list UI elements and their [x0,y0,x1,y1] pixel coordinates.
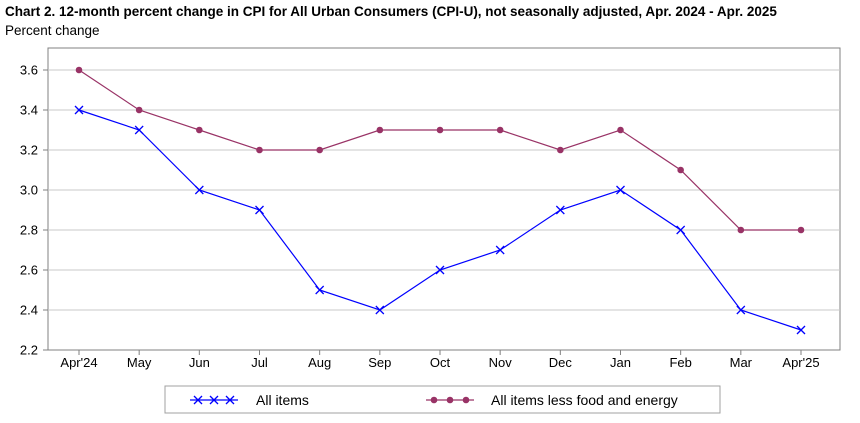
plot-area [47,47,841,351]
core-items-point [797,226,805,234]
legend-core-items-marker [462,396,470,404]
x-tick-label: Sep [368,355,391,370]
all-items-point [495,245,505,255]
y-axis: 2.2 2.4 2.6 2.8 3.0 3.2 3.4 3.6 [20,63,48,358]
x-tick-label: Jan [610,355,631,370]
legend: All items All items less food and energy [164,385,721,414]
core-items-point [737,226,745,234]
series-group [74,66,806,335]
all-items-point [555,205,565,215]
y-tick-label: 2.2 [20,343,38,358]
legend-all-items-label: All items [256,392,309,408]
core-items-point [196,126,203,134]
all-items-point [435,265,445,275]
legend-all-items-marker [209,395,219,405]
x-tick-label: Jun [189,355,210,370]
core-items-point [557,146,564,154]
all-items-point [194,185,204,195]
core-items-point [316,146,323,154]
x-tick-label: Dec [549,355,573,370]
x-tick-label: Oct [430,355,451,370]
y-axis-label: Percent change [5,23,100,38]
y-tick-label: 3.4 [20,103,38,118]
gridlines [48,69,840,311]
core-items-point [677,166,684,174]
x-axis: Apr'24 May Jun Jul Aug Sep Oct Nov Dec Jan Feb Mar A… [60,350,820,370]
chart-title: Chart 2. 12-month percent change in CPI … [5,4,777,19]
y-tick-label: 2.4 [20,303,38,318]
y-tick-label: 2.6 [20,263,38,278]
all-items-point [375,305,385,315]
legend-core-items-label: All items less food and energy [491,392,678,408]
y-tick-label: 2.8 [20,223,38,238]
all-items-point [676,225,686,235]
core-items-point [436,126,444,134]
x-tick-label: Apr'24 [60,355,97,370]
legend-core-items-marker [430,396,438,404]
x-tick-label: Feb [669,355,691,370]
all-items-point [134,125,144,135]
all-items-point [315,285,325,295]
core-items-point [256,146,263,154]
legend-all-items-marker [225,395,235,405]
all-items-point [736,305,746,315]
all-items-point [74,105,84,115]
x-tick-label: Jul [251,355,268,370]
x-tick-label: Nov [489,355,513,370]
core-items-point [75,66,83,74]
y-tick-label: 3.2 [20,143,38,158]
all-items-point [796,325,806,335]
y-tick-label: 3.6 [20,63,38,78]
x-tick-label: May [127,355,152,370]
all-items-point [616,185,625,195]
core-items-point [135,106,143,114]
core-items-point [496,126,504,134]
x-tick-label: Aug [308,355,331,370]
core-items-point [617,126,624,134]
core-items-point [376,126,384,134]
legend-all-items-marker [193,395,203,405]
legend-core-items-marker [446,396,454,404]
y-tick-label: 3.0 [20,183,38,198]
legend-box [164,385,721,414]
all-items-point [255,205,264,215]
x-tick-label: Mar [730,355,753,370]
x-tick-label: Apr'25 [782,355,819,370]
